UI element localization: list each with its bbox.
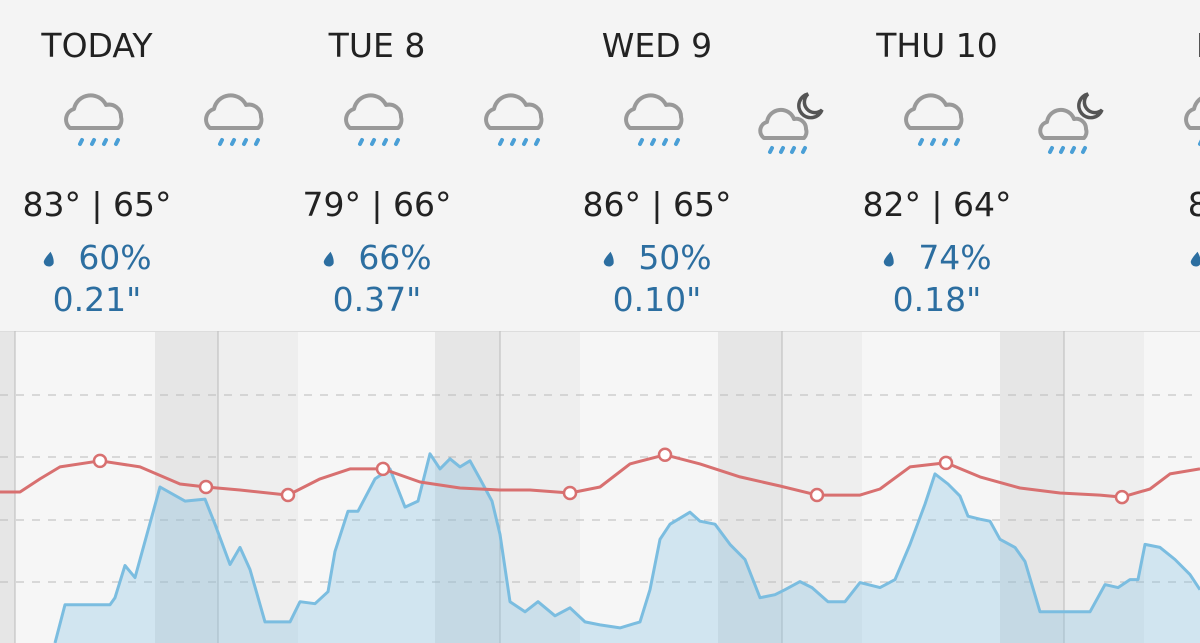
day-label: FR <box>1077 26 1200 65</box>
precip-amount: 0 <box>1077 280 1200 319</box>
temps: 86° | 65° <box>582 185 732 224</box>
temp-line <box>0 453 1200 499</box>
precip-area <box>55 453 1200 643</box>
chance-text: 74% <box>918 238 992 277</box>
chance-text: 60% <box>78 238 152 277</box>
temp-marker <box>657 447 673 463</box>
precip-chance: 66% <box>237 238 517 277</box>
chance-text: 50% <box>638 238 712 277</box>
precip-line <box>53 452 1200 643</box>
temp-marker <box>375 461 391 477</box>
day-label: TUE 8 <box>328 26 426 65</box>
day-column: TODAY 83° | 65° 60% 0.21" <box>0 0 237 330</box>
temp-marker <box>1114 489 1130 505</box>
day-column: THU 10 82° | 64° 74% 0.18" <box>797 0 1077 330</box>
day-column: TUE 8 79° | 66° 66% 0.37" <box>237 0 517 330</box>
day-label: WED 9 <box>601 26 713 65</box>
drop-icon <box>1190 251 1200 267</box>
day-label: TODAY <box>41 26 153 65</box>
chance-text: 66% <box>358 238 432 277</box>
precip-chance: 60% <box>0 238 237 277</box>
temp-marker <box>809 487 825 503</box>
temp-marker <box>562 485 578 501</box>
precip-amount: 0.37" <box>332 280 422 319</box>
precip-chance: 50% <box>517 238 797 277</box>
day-label: THU 10 <box>876 26 998 65</box>
drop-icon <box>604 251 615 267</box>
precip-amount: 0.21" <box>52 280 142 319</box>
temps: 83° | 65° <box>22 185 172 224</box>
drop-icon <box>44 251 55 267</box>
precip-chance: 4 <box>1077 238 1200 277</box>
precip-amount: 0.10" <box>612 280 702 319</box>
temp-marker <box>92 453 108 469</box>
temps: 79° | 66° <box>302 185 452 224</box>
precip-chance: 74% <box>797 238 1077 277</box>
drop-icon <box>884 251 895 267</box>
temp-marker <box>198 479 214 495</box>
day-column: WED 9 86° | 65° 50% 0.10" <box>517 0 797 330</box>
day-column: FR 85° 40 <box>1077 0 1200 330</box>
temp-marker <box>280 487 296 503</box>
precip-amount: 0.18" <box>892 280 982 319</box>
temp-marker <box>938 455 954 471</box>
temps: 85° <box>1187 185 1200 224</box>
hourly-chart <box>0 331 1200 643</box>
temps: 82° | 64° <box>862 185 1012 224</box>
drop-icon <box>324 251 335 267</box>
